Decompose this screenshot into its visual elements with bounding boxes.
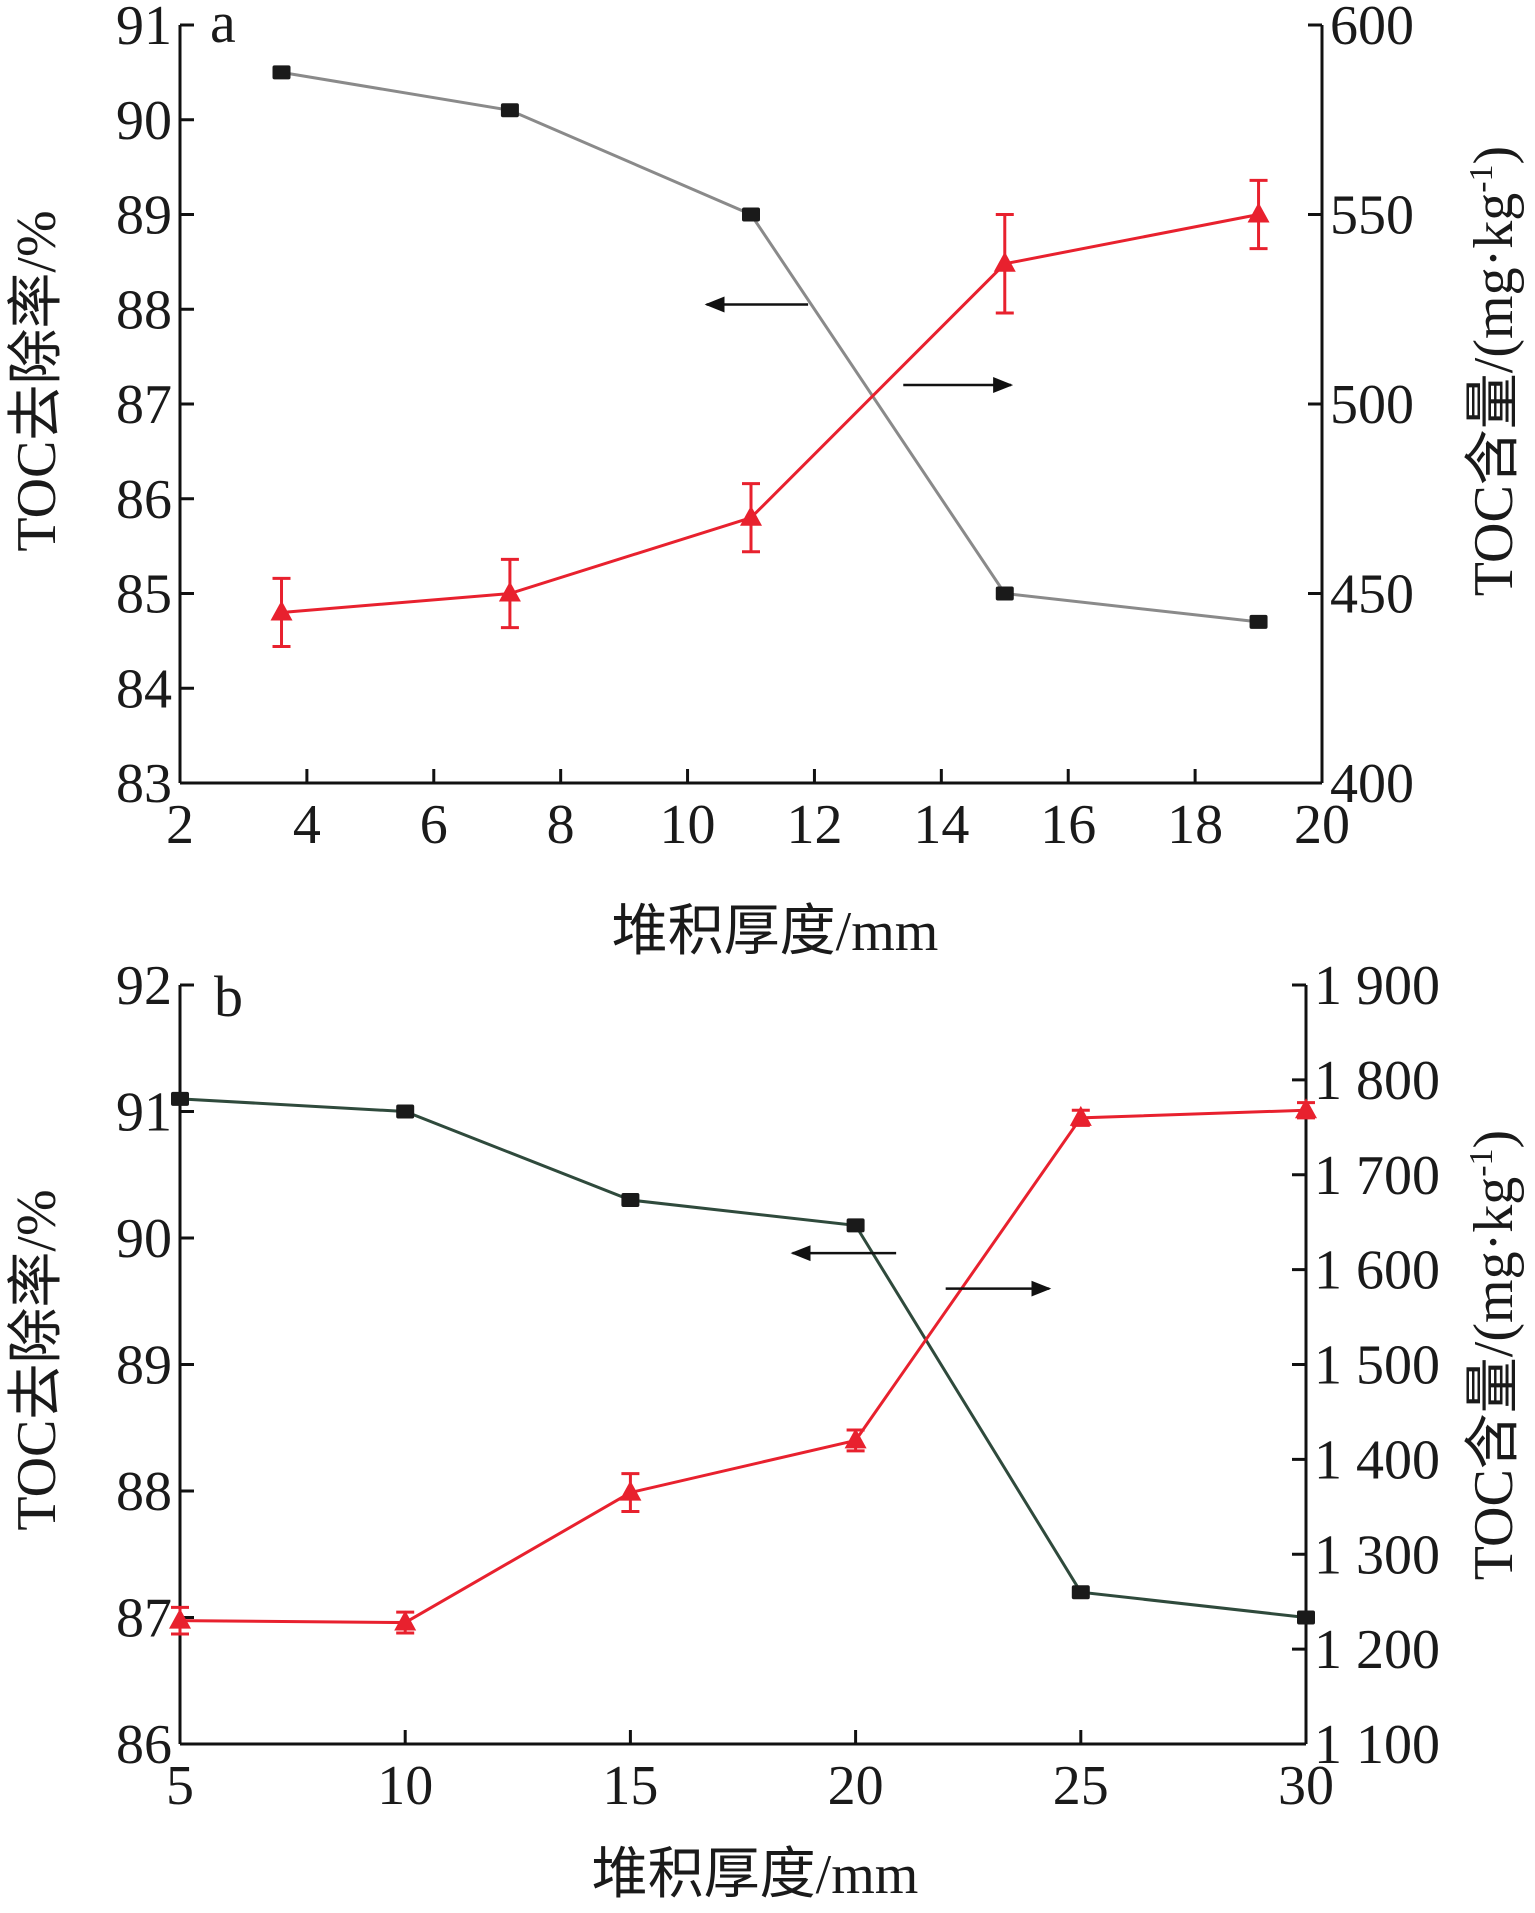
data-point-triangle — [1247, 202, 1270, 223]
left-tick-label: 83 — [116, 753, 172, 815]
x-tick-label: 6 — [420, 794, 448, 856]
left-tick-label: 90 — [116, 90, 172, 152]
panel-label: b — [214, 964, 243, 1029]
left-tick-label: 90 — [116, 1208, 172, 1270]
right-tick-label: 1 800 — [1314, 1050, 1440, 1112]
x-tick-label: 2 — [166, 794, 194, 856]
x-tick-label: 14 — [913, 794, 969, 856]
left-tick-label: 87 — [116, 374, 172, 436]
left-tick-label: 89 — [116, 1335, 172, 1397]
right-tick-label: 1 200 — [1314, 1619, 1440, 1681]
x-tick-label: 25 — [1053, 1755, 1109, 1817]
right-tick-label: 1 700 — [1314, 1145, 1440, 1207]
left-axis-title: TOC去除率/% — [6, 1189, 68, 1530]
right-tick-label: 1 300 — [1314, 1524, 1440, 1586]
data-point-triangle — [844, 1428, 867, 1449]
x-tick-label: 8 — [547, 794, 575, 856]
data-point-triangle — [169, 1608, 191, 1629]
x-tick-label: 4 — [293, 794, 321, 856]
right-tick-label: 1 900 — [1314, 955, 1440, 1017]
x-axis-title: 堆积厚度/mm — [612, 901, 939, 963]
left-tick-label: 86 — [116, 1714, 172, 1776]
series-line — [179, 1097, 1307, 1619]
right-axis-title-superscript: -1 — [1463, 1148, 1500, 1176]
right-tick-label: 400 — [1330, 753, 1414, 815]
left-tick-label: 84 — [116, 658, 172, 720]
data-point-triangle — [619, 1480, 642, 1501]
right-tick-label: 1 500 — [1314, 1335, 1440, 1397]
data-point-square — [396, 1104, 415, 1119]
right-tick-label: 550 — [1330, 185, 1414, 247]
right-tick-label: 1 100 — [1314, 1714, 1440, 1776]
series-line — [281, 70, 1259, 624]
data-point-triangle — [394, 1610, 417, 1631]
left-axis-title: TOC去除率/% — [6, 210, 68, 551]
panel-label: a — [210, 0, 236, 55]
data-point-square — [1071, 1585, 1090, 1600]
x-tick-label: 10 — [377, 1755, 433, 1817]
x-tick-label: 30 — [1278, 1755, 1334, 1817]
left-tick-label: 86 — [116, 469, 172, 531]
panel-b: 86 87 88 89 90 91 92 1 100 1 200 1 300 1 400 1 500… — [6, 955, 1525, 1906]
left-tick-label: 89 — [116, 185, 172, 247]
x-tick-label: 16 — [1040, 794, 1096, 856]
data-point-triangle — [270, 600, 293, 621]
right-tick-label: 500 — [1330, 374, 1414, 436]
toc-content-series — [270, 178, 1270, 649]
x-tick-label: 20 — [1294, 794, 1350, 856]
data-point-triangle — [498, 581, 521, 602]
toc-content-series — [169, 1098, 1317, 1636]
right-axis-title-superscript: -1 — [1463, 164, 1500, 192]
right-axis-title-main: TOC含量/(mg·kg — [1463, 1177, 1525, 1580]
x-tick-label: 18 — [1167, 794, 1223, 856]
right-tick-label: 1 600 — [1314, 1240, 1440, 1302]
data-point-square — [171, 1091, 189, 1106]
panel-a: 83 84 85 86 87 88 89 90 91 400 450 500 550 600 2 4 6 8 1… — [6, 0, 1525, 963]
data-point-square — [500, 103, 519, 118]
left-tick-label: 91 — [116, 0, 172, 57]
x-tick-label: 20 — [828, 1755, 884, 1817]
data-point-square — [1297, 1610, 1315, 1625]
right-axis-title: TOC含量/(mg·kg-1) — [1463, 1130, 1525, 1580]
data-point-triangle — [740, 505, 762, 526]
x-tick-label: 10 — [660, 794, 716, 856]
data-point-triangle — [1069, 1105, 1092, 1126]
left-tick-label: 88 — [116, 279, 172, 341]
x-tick-label: 15 — [602, 1755, 658, 1817]
right-axis-title: TOC含量/(mg·kg-1) — [1463, 146, 1525, 596]
removal-rate-series — [171, 1091, 1315, 1625]
data-point-square — [272, 65, 291, 80]
right-tick-label: 450 — [1330, 564, 1414, 626]
left-tick-label: 85 — [116, 564, 172, 626]
left-tick-label: 88 — [116, 1461, 172, 1523]
right-tick-label: 600 — [1330, 0, 1414, 57]
left-tick-label: 92 — [116, 955, 172, 1017]
data-point-square — [1249, 614, 1268, 629]
right-axis-title-close: ) — [1463, 146, 1525, 165]
data-point-square — [846, 1218, 865, 1233]
data-point-square — [621, 1193, 640, 1208]
series-line — [179, 1108, 1307, 1625]
right-axis-title-main: TOC含量/(mg·kg — [1463, 193, 1525, 596]
left-tick-label: 87 — [116, 1588, 172, 1650]
data-point-triangle — [1295, 1098, 1317, 1119]
data-point-triangle — [993, 251, 1016, 272]
right-axis-title-close: ) — [1463, 1130, 1525, 1149]
series-line — [281, 213, 1259, 614]
x-axis-title: 堆积厚度/mm — [592, 1844, 919, 1906]
data-point-square — [742, 207, 760, 222]
data-point-square — [995, 586, 1014, 601]
left-tick-label: 91 — [116, 1082, 172, 1144]
x-tick-label: 5 — [166, 1755, 194, 1817]
x-tick-label: 12 — [786, 794, 842, 856]
removal-rate-series — [272, 65, 1268, 629]
right-tick-label: 1 400 — [1314, 1429, 1440, 1491]
